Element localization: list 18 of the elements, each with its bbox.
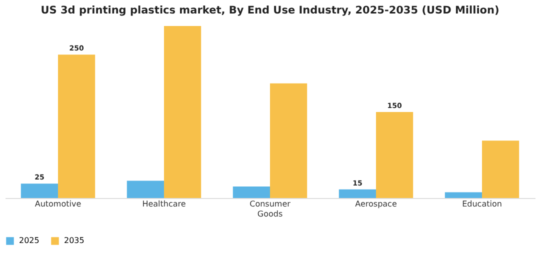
legend-label: 2035 xyxy=(64,236,84,245)
x-tick-label: Healthcare xyxy=(142,200,186,208)
bar xyxy=(20,184,58,198)
x-tick-label: Education xyxy=(462,200,502,208)
bar xyxy=(126,180,164,198)
chart-title: US 3d printing plastics market, By End Use Industry, 2025-2035 (USD Million) xyxy=(40,4,500,16)
bar xyxy=(338,189,376,198)
legend-label: 2025 xyxy=(19,236,40,245)
bar xyxy=(444,192,482,198)
bar xyxy=(376,112,414,198)
x-tick-label: Aerospace xyxy=(355,200,397,208)
bar xyxy=(232,186,270,198)
bar xyxy=(58,54,96,198)
bar xyxy=(482,140,520,198)
x-tick-label: Automotive xyxy=(34,200,82,208)
x-tick-label: Consumer Goods xyxy=(250,200,292,218)
bar xyxy=(270,83,308,198)
bar xyxy=(164,26,202,198)
